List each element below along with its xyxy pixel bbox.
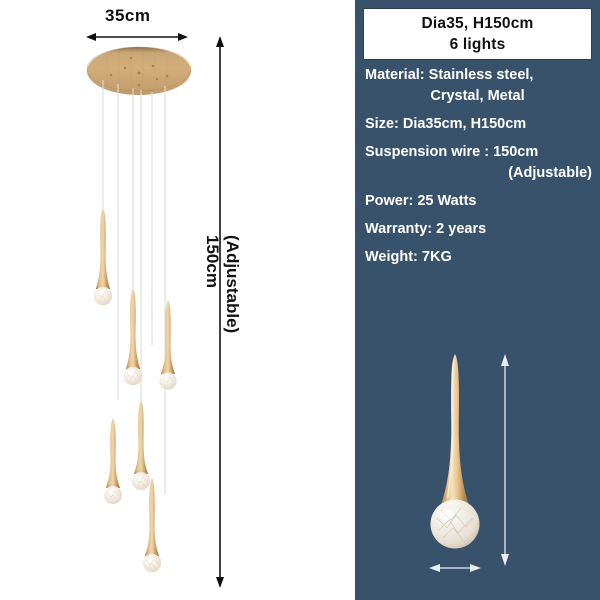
height-dimension-label-group: 150cm (Adjustable): [203, 235, 242, 395]
title-line-size: Dia35, H150cm: [421, 15, 534, 32]
width-dimension-label: 35cm: [105, 6, 151, 25]
title-box: Dia35, H150cm 6 lights: [363, 8, 592, 60]
ceiling-canopy-plate: [87, 46, 191, 95]
width-dimension-arrow: [86, 33, 188, 41]
spec-suspension-wire-cont: (Adjustable): [508, 165, 592, 181]
pendant-lamp-5: [104, 418, 122, 504]
spec-material-cont: Crystal, Metal: [430, 88, 525, 104]
pendant-lamp-6: [142, 478, 162, 573]
spec-suspension-wire: Suspension wire : 150cm: [365, 144, 539, 160]
title-line-lights: 6 lights: [449, 36, 506, 53]
spec-weight: Weight: 7KG: [365, 249, 452, 265]
height-dimension-label: 150cm: [203, 235, 222, 288]
spec-warranty: Warranty: 2 years: [365, 221, 487, 237]
pendant-lamp-3: [159, 300, 177, 390]
spec-list: Material: Stainless steel, Crystal, Meta…: [355, 66, 600, 276]
photo-width-dimension-arrow: [429, 564, 481, 572]
chandelier-diagram-panel: 35cm: [86, 6, 242, 588]
height-adjustable-note: (Adjustable): [223, 235, 242, 334]
spec-size: Size: Dia35cm, H150cm: [365, 116, 527, 132]
height-dimension-arrow: [216, 36, 224, 588]
spec-power: Power: 25 Watts: [365, 193, 477, 209]
product-photo: [429, 354, 509, 572]
pendant-cluster: [93, 80, 177, 573]
spec-panel: Dia35, H150cm 6 lights Material: Stainle…: [355, 0, 600, 600]
pendant-lamp-2: [123, 288, 143, 386]
spec-material: Material: Stainless steel,: [365, 67, 534, 83]
pendant-lamp-1: [93, 208, 113, 306]
pendant-lamp-4: [132, 400, 150, 490]
photo-height-dimension-arrow: [501, 354, 509, 566]
